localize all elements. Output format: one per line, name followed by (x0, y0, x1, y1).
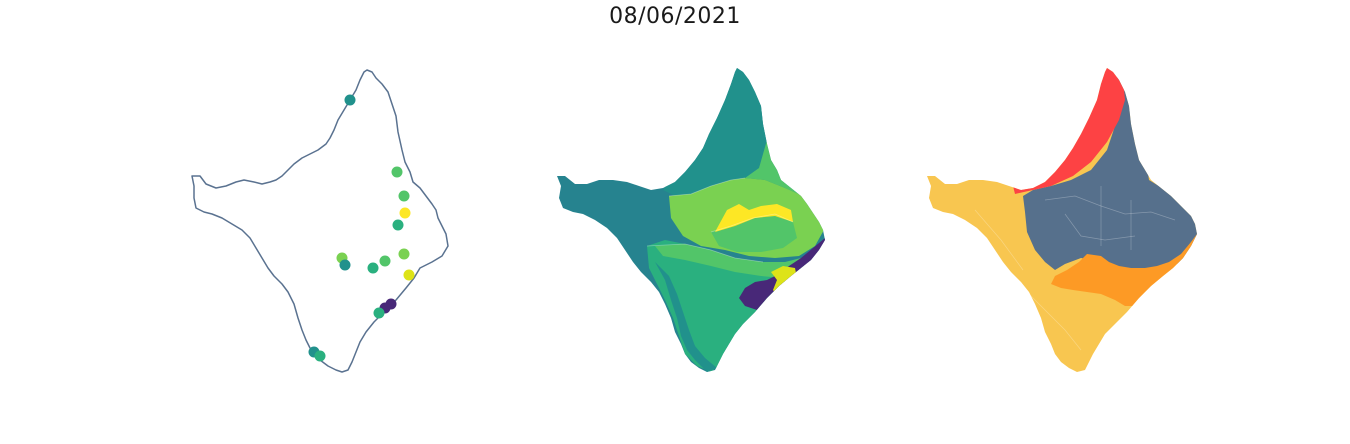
category-borders (974, 186, 1176, 351)
station-point[interactable] (399, 207, 411, 219)
station-point[interactable] (403, 269, 415, 281)
state-outline (191, 69, 449, 373)
map-panel-regions (927, 60, 1205, 372)
station-point[interactable] (398, 190, 410, 202)
region-yellow-north[interactable] (715, 204, 793, 232)
map-panel-choropleth (557, 68, 825, 372)
choropleth-regions (557, 68, 825, 372)
station-point[interactable] (391, 166, 403, 178)
station-point[interactable] (314, 350, 326, 362)
region-slate[interactable] (1023, 60, 1205, 270)
region-southwest-band[interactable] (655, 262, 717, 372)
region-orange[interactable] (1051, 234, 1201, 306)
station-point[interactable] (344, 94, 356, 106)
station-point[interactable] (379, 255, 391, 267)
station-points (308, 94, 415, 362)
region-mid-belt[interactable] (655, 244, 811, 278)
station-point[interactable] (339, 259, 351, 271)
station-point[interactable] (373, 307, 385, 319)
map-panel-stations (191, 69, 449, 373)
region-inner-green[interactable] (711, 214, 797, 252)
category-regions (927, 60, 1205, 372)
choropleth-borders (646, 177, 794, 263)
station-point[interactable] (398, 248, 410, 260)
figure-title: 08/06/2021 (609, 4, 741, 29)
station-point[interactable] (392, 219, 404, 231)
station-point[interactable] (367, 262, 379, 274)
